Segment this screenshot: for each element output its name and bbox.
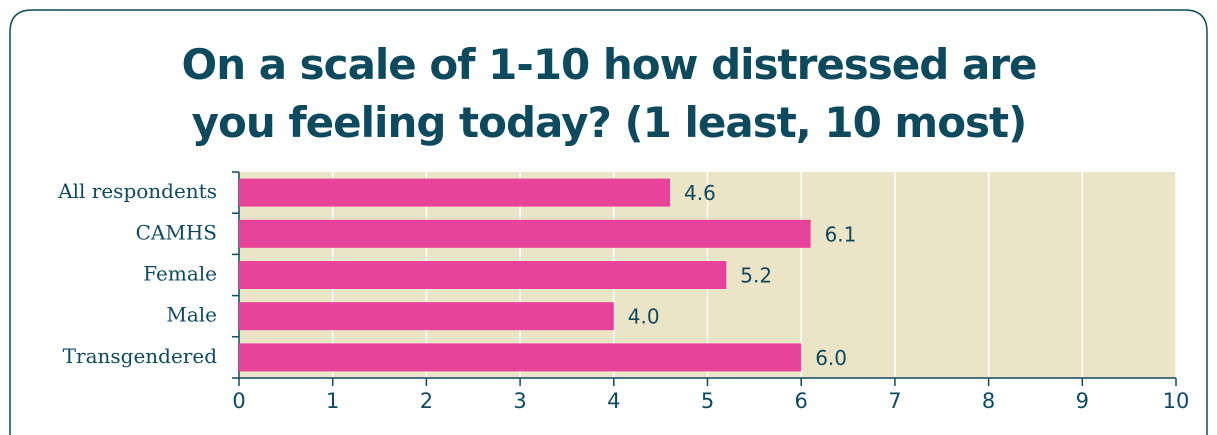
y-tick-label: Male [166,303,217,327]
value-label: 6.1 [825,222,857,246]
value-label: 6.0 [815,346,847,370]
value-label: 4.6 [684,181,716,205]
x-tick-label: 9 [1076,389,1089,413]
x-tick-label: 7 [888,389,901,413]
y-tick-label: Transgendered [63,344,218,368]
x-tick-label: 8 [982,389,995,413]
x-tick-label: 3 [513,389,526,413]
bar [239,178,671,207]
x-tick-label: 4 [607,389,620,413]
x-tick-label: 2 [420,389,433,413]
bar [239,261,727,289]
value-label: 5.2 [740,264,772,288]
x-tick-label: 10 [1163,389,1190,413]
frame [9,9,1208,435]
y-tick-label: Female [143,262,217,286]
y-tick-label: CAMHS [136,220,217,244]
bar [239,302,614,331]
x-tick-label: 6 [795,389,808,413]
y-tick-label: All respondents [57,179,217,203]
chart-title: On a scale of 1-10 how distressed are yo… [181,40,1037,147]
bar [239,219,811,248]
bar [239,343,802,372]
x-tick-label: 1 [326,389,339,413]
value-label: 4.0 [628,305,660,329]
x-tick-label: 0 [232,389,245,413]
x-tick-label: 5 [701,389,714,413]
